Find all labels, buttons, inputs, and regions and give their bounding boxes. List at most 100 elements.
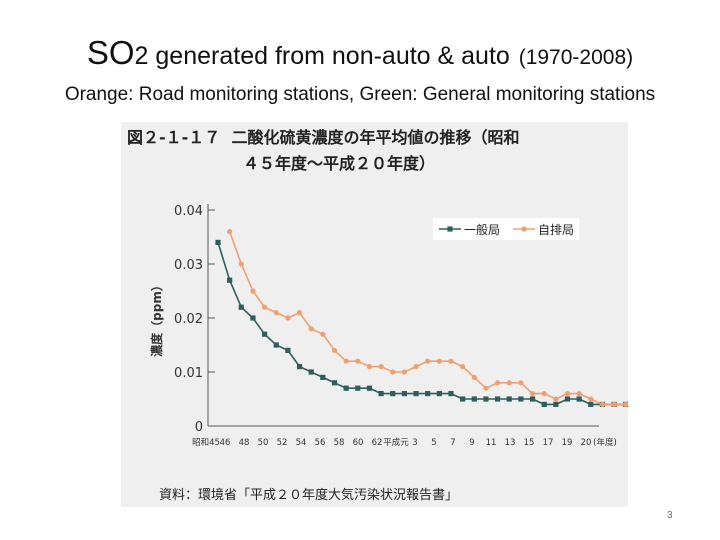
data-point-road [320,331,326,337]
data-point-general [518,396,524,402]
data-point-general [215,239,221,245]
y-tick-label: 0.02 [174,312,203,327]
data-point-road [483,385,489,391]
data-point-general [238,304,244,310]
data-point-road [413,364,419,370]
x-tick-label: 13 [505,438,516,448]
data-point-general [320,374,326,380]
data-point-general [366,385,373,391]
x-tick-label: 20 [581,438,592,448]
data-point-road [227,229,233,235]
data-point-general [506,396,512,402]
data-point-general [390,391,396,397]
y-tick-label: 0 [195,420,203,435]
figure-title: 図２-１-１７ 二酸化硫黄濃度の年平均値の推移（昭和 [127,126,519,150]
figure-label: 図２-１-１７ [127,128,221,147]
data-point-general [529,396,536,402]
x-tick-label: 7 [450,438,455,448]
data-point-general [262,331,268,337]
figure-title-line1: 二酸化硫黄濃度の年平均値の推移（昭和 [231,128,520,147]
data-point-road [471,374,477,380]
data-point-road [529,391,536,397]
data-point-general [227,277,233,283]
legend-marker-road [521,226,527,232]
data-point-road [623,401,628,407]
x-tick-label: 48 [239,438,250,448]
data-point-general [355,385,361,391]
data-point-road [238,261,244,267]
x-tick-label: 昭和45 [192,438,220,448]
legend-box [433,218,579,240]
x-tick-label: 60 [353,438,364,448]
x-tick-label: 62 [372,438,383,448]
x-tick-label: 46 [220,438,231,448]
x-tick-label: 50 [258,438,269,448]
title-subscript: 2 [134,42,149,70]
data-point-general [401,391,407,397]
x-tick-label: 17 [543,438,554,448]
y-tick-label: 0.01 [174,366,203,381]
title-prefix: SO [86,34,135,71]
data-point-road [425,358,431,364]
data-point-general [331,380,338,386]
series-line-road [228,231,628,406]
title-years: (1970-2008) [518,46,634,69]
legend-label-road: 自排局 [538,223,574,237]
data-point-general [343,385,349,391]
data-point-road [518,380,524,386]
legend-marker-general [447,226,453,232]
data-point-road [436,358,442,364]
slide-subtitle: Orange: Road monitoring stations, Green:… [64,84,656,105]
data-point-general [553,401,559,407]
data-point-general [273,342,279,348]
data-point-general [448,391,454,397]
data-point-road [401,369,407,375]
data-point-general [576,396,582,402]
data-point-road [250,288,256,294]
figure-title-line2: ４５年度～平成２０年度） [243,154,436,173]
data-point-road [343,358,349,364]
x-tick-label: 52 [277,438,288,448]
x-tick-label: 54 [296,438,307,448]
data-point-road [506,380,512,386]
data-point-road [273,310,279,316]
data-point-road [588,396,594,402]
figure-source: 資料：環境省「平成２０年度大気汚染状況報告書」 [159,488,459,503]
data-point-road [448,358,454,364]
data-point-road [366,364,373,370]
data-point-general [296,364,303,370]
data-point-road [576,391,582,397]
data-point-general [250,315,256,321]
y-tick-label: 0.04 [174,204,203,219]
data-point-general [308,369,314,375]
data-point-general [541,401,547,407]
data-point-general [483,396,489,402]
data-point-road [390,369,396,375]
data-point-general [495,396,501,402]
data-point-road [599,401,606,407]
data-point-road [378,364,384,370]
data-point-general [588,401,594,407]
data-point-road [308,326,314,332]
data-point-road [355,358,361,364]
page-number: 3 [667,510,673,521]
data-point-road [296,310,303,316]
data-point-road [564,391,571,397]
data-point-general [425,391,431,397]
data-point-road [541,391,547,397]
x-tick-label: 15 [524,438,535,448]
chart-figure: 図２-１-１７ 二酸化硫黄濃度の年平均値の推移（昭和 ４５年度～平成２０年度） … [121,122,628,507]
x-tick-label: 19 [562,438,573,448]
data-point-general [285,347,291,353]
x-tick-label: 11 [486,438,497,448]
data-point-road [331,347,338,353]
slide-title: SO2 generated from non-auto & auto (1970… [0,34,720,72]
series-line-general [217,242,628,406]
data-point-road [611,401,617,407]
x-tick-label: 5 [431,438,436,448]
x-tick-label: 56 [315,438,326,448]
y-tick-label: 0.03 [174,258,203,273]
x-tick-label: (年度) [593,437,617,448]
x-tick-label: 3 [412,438,417,448]
